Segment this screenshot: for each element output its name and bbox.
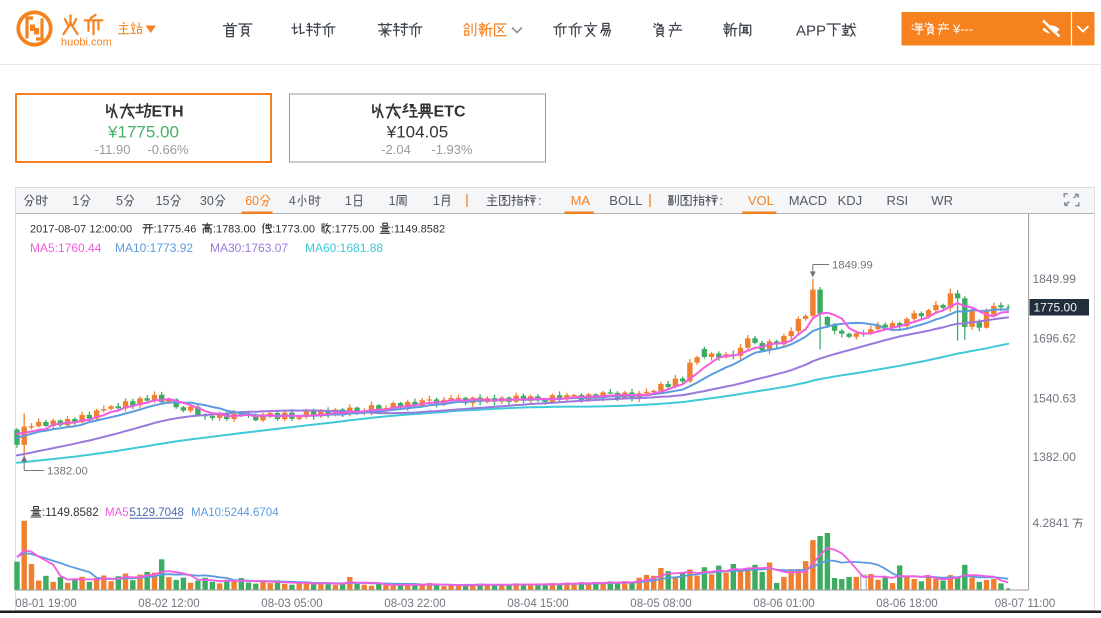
svg-text:-11.90: -11.90 <box>95 142 131 157</box>
svg-text:huobi.com: huobi.com <box>61 37 112 49</box>
svg-text:¥1775.00: ¥1775.00 <box>107 123 179 142</box>
svg-text:1382.00: 1382.00 <box>47 465 88 477</box>
svg-text:4: 4 <box>289 194 296 208</box>
svg-text:2017-08-07 12:00:00: 2017-08-07 12:00:00 <box>30 223 132 235</box>
svg-text:1696.62: 1696.62 <box>1033 332 1077 346</box>
svg-text:5: 5 <box>116 194 123 208</box>
svg-text:-2.04: -2.04 <box>381 142 411 157</box>
svg-text:MACD: MACD <box>789 193 827 208</box>
svg-text:MA10:5244.6704: MA10:5244.6704 <box>191 507 279 519</box>
svg-text:1849.99: 1849.99 <box>832 259 873 271</box>
svg-text:60: 60 <box>245 194 259 208</box>
svg-text:08-06 18:00: 08-06 18:00 <box>876 598 937 610</box>
svg-text:VOL: VOL <box>748 193 774 208</box>
svg-text:08-02 12:00: 08-02 12:00 <box>138 598 199 610</box>
svg-text:08-04 15:00: 08-04 15:00 <box>507 598 568 610</box>
svg-text:1: 1 <box>433 194 440 208</box>
svg-text:1775.00: 1775.00 <box>1034 300 1078 314</box>
svg-text::: : <box>720 194 723 208</box>
svg-text::1783.00: :1783.00 <box>213 223 256 235</box>
svg-text:08-07 11:00: 08-07 11:00 <box>995 598 1056 610</box>
svg-text::1773.00: :1773.00 <box>272 223 315 235</box>
svg-text:08-05 08:00: 08-05 08:00 <box>630 598 691 610</box>
svg-text:MA5:1760.44: MA5:1760.44 <box>30 241 102 255</box>
svg-text::1775.46: :1775.46 <box>154 223 197 235</box>
svg-text:1849.99: 1849.99 <box>1033 272 1077 286</box>
svg-text::1775.00: :1775.00 <box>332 223 375 235</box>
svg-text:30: 30 <box>200 194 214 208</box>
svg-text:1382.00: 1382.00 <box>1033 450 1077 464</box>
svg-text:MA: MA <box>571 193 591 208</box>
svg-text:¥---: ¥--- <box>952 21 973 36</box>
svg-text:08-06 01:00: 08-06 01:00 <box>753 598 814 610</box>
svg-text:1540.63: 1540.63 <box>1033 391 1077 405</box>
svg-text:ETH: ETH <box>152 104 184 121</box>
svg-text::1149.8582: :1149.8582 <box>391 223 445 235</box>
svg-text:ETC: ETC <box>434 104 466 121</box>
svg-text:5129.7048: 5129.7048 <box>130 507 184 519</box>
svg-text:1: 1 <box>72 194 79 208</box>
svg-text::1149.8582: :1149.8582 <box>42 507 99 519</box>
svg-text::: : <box>538 194 541 208</box>
svg-text:MA30:1763.07: MA30:1763.07 <box>210 241 288 255</box>
svg-text:4.2841: 4.2841 <box>1033 516 1070 530</box>
svg-text:MA60:1681.88: MA60:1681.88 <box>305 241 383 255</box>
svg-text:-0.66%: -0.66% <box>147 142 189 157</box>
svg-text:08-01 19:00: 08-01 19:00 <box>15 598 76 610</box>
svg-text:WR: WR <box>931 193 953 208</box>
svg-text:08-03 22:00: 08-03 22:00 <box>384 598 445 610</box>
svg-text:APP: APP <box>796 22 826 39</box>
svg-text:15: 15 <box>156 194 170 208</box>
svg-text:¥104.05: ¥104.05 <box>386 123 448 142</box>
svg-text:1: 1 <box>345 194 352 208</box>
svg-text:08-03 05:00: 08-03 05:00 <box>261 598 322 610</box>
svg-text:RSI: RSI <box>887 193 909 208</box>
svg-text:KDJ: KDJ <box>838 193 863 208</box>
svg-text:MA5:: MA5: <box>105 507 132 519</box>
svg-text:MA10:1773.92: MA10:1773.92 <box>115 241 193 255</box>
svg-text:BOLL: BOLL <box>609 193 642 208</box>
svg-text:-1.93%: -1.93% <box>431 142 473 157</box>
svg-text:1: 1 <box>389 194 396 208</box>
